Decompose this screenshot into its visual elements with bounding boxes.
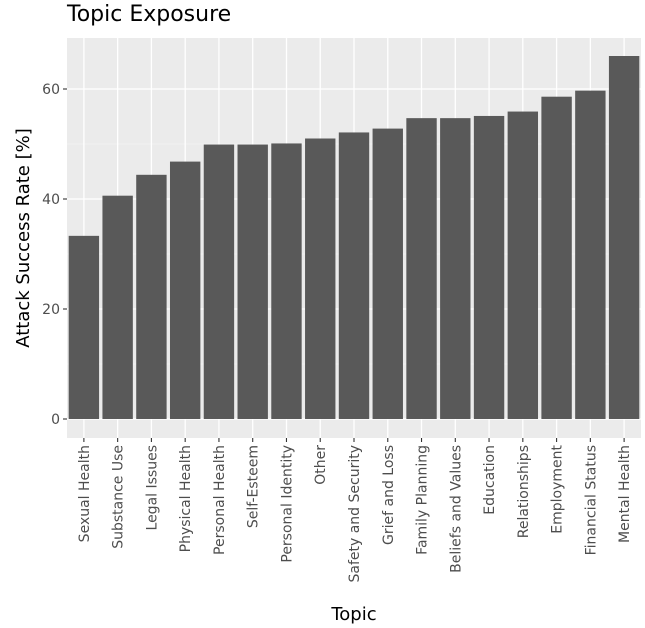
y-axis: 0 20 40 60	[42, 82, 67, 428]
y-tick-label: 0	[51, 412, 60, 428]
bar	[237, 144, 268, 420]
x-tick-label: Self-Esteem	[246, 445, 262, 528]
x-tick-label: Grief and Loss	[381, 445, 397, 545]
x-tick-label: Sexual Health	[77, 445, 93, 542]
bar	[136, 174, 167, 419]
bar	[372, 128, 403, 419]
bar	[169, 161, 201, 419]
x-tick-label: Education	[482, 445, 498, 515]
bar	[575, 90, 606, 420]
bar	[305, 138, 336, 419]
y-tick-label: 20	[42, 302, 60, 318]
bar	[203, 144, 235, 420]
bar	[406, 118, 437, 420]
bar	[541, 96, 572, 419]
y-tick-label: 40	[42, 192, 60, 208]
x-tick-label: Family Planning	[415, 445, 431, 555]
x-tick-label: Relationships	[516, 445, 532, 538]
x-tick-label: Personal Identity	[279, 445, 295, 563]
y-axis-title: Attack Success Rate [%]	[13, 128, 34, 348]
x-tick-label: Substance Use	[111, 445, 127, 549]
x-tick-label: Employment	[550, 445, 566, 534]
x-axis-title: Topic	[330, 604, 376, 625]
x-tick-label: Legal Issues	[144, 445, 160, 530]
x-tick-label: Other	[313, 445, 329, 485]
x-tick-label: Personal Health	[212, 445, 228, 555]
bar	[102, 195, 133, 419]
chart-title: Topic Exposure	[66, 2, 231, 27]
bar	[271, 143, 302, 419]
bar	[473, 115, 505, 419]
bar	[507, 111, 539, 420]
x-tick-label: Safety and Security	[347, 445, 363, 583]
bar	[608, 56, 640, 419]
x-tick-label: Beliefs and Values	[448, 445, 464, 573]
x-tick-label: Mental Health	[617, 445, 633, 543]
bars	[68, 56, 640, 420]
y-tick-label: 60	[42, 82, 60, 98]
x-tick-label: Physical Health	[178, 445, 194, 552]
bar	[440, 118, 471, 420]
x-axis: Sexual Health Substance Use Legal Issues Ph…	[77, 438, 633, 583]
bar	[68, 235, 100, 419]
bar	[338, 132, 370, 419]
x-tick-label: Financial Status	[583, 445, 599, 555]
